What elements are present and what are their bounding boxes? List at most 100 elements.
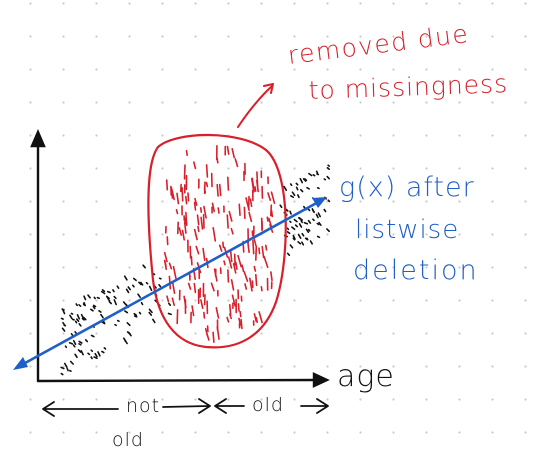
data-point <box>114 323 117 327</box>
data-point <box>316 187 320 190</box>
removed-point <box>253 313 258 323</box>
removed-point <box>251 178 255 193</box>
removed-point <box>181 229 185 241</box>
data-point <box>116 285 120 290</box>
data-point <box>92 304 97 308</box>
data-point <box>291 191 296 197</box>
data-point <box>123 275 128 281</box>
data-point <box>291 226 296 231</box>
data-point <box>312 174 316 177</box>
fit-label-line2: listwise <box>355 215 459 245</box>
removed-point <box>163 252 168 263</box>
removed-point <box>263 255 269 269</box>
data-point <box>297 241 302 245</box>
data-point <box>100 290 106 295</box>
removed-point <box>191 305 195 317</box>
removed-point <box>218 183 222 197</box>
removed-point <box>249 277 253 292</box>
data-point <box>90 334 95 338</box>
data-point <box>87 352 91 356</box>
data-point <box>138 311 142 315</box>
data-point <box>300 219 304 224</box>
removed-point <box>249 198 253 208</box>
removed-point <box>175 209 179 215</box>
range-label-not-old: old <box>112 429 144 451</box>
data-point <box>148 311 153 316</box>
removed-point <box>270 271 273 282</box>
removed-point <box>183 164 186 180</box>
removed-point <box>266 216 269 222</box>
removed-point <box>227 256 233 269</box>
removed-point <box>238 203 241 216</box>
removed-point <box>243 271 249 283</box>
data-point <box>69 369 72 373</box>
data-point <box>101 350 105 354</box>
data-point <box>297 216 301 220</box>
data-point <box>137 293 141 299</box>
data-point <box>71 318 75 321</box>
data-point <box>61 327 66 332</box>
data-point <box>74 353 78 359</box>
removed-point <box>181 187 184 202</box>
removed-point <box>200 216 204 230</box>
removed-point <box>223 260 226 266</box>
range-label-old: old <box>252 394 284 416</box>
removed-point <box>226 145 230 155</box>
removed-point <box>256 171 259 187</box>
data-point <box>311 209 315 213</box>
removed-point <box>193 201 197 211</box>
data-point <box>83 316 87 321</box>
data-point <box>75 303 78 307</box>
data-point <box>124 339 128 345</box>
data-point <box>138 281 142 286</box>
data-point <box>83 295 87 301</box>
data-point <box>295 182 299 186</box>
data-point <box>68 341 74 345</box>
fit-label-line1: g(x) after <box>339 172 475 203</box>
removed-point <box>216 183 219 197</box>
removed-point <box>195 245 200 255</box>
removed-point <box>176 192 180 205</box>
removed-pointer-arrow <box>237 83 274 128</box>
data-point <box>158 277 162 280</box>
removed-region-outline <box>147 133 287 349</box>
removed-point <box>260 285 263 292</box>
data-point <box>296 194 300 199</box>
data-point <box>69 360 74 365</box>
removed-point <box>164 260 167 271</box>
data-point <box>132 284 135 288</box>
removed-point <box>178 227 183 236</box>
data-point <box>318 221 322 226</box>
removed-point <box>269 204 273 217</box>
data-point <box>317 212 322 218</box>
data-point <box>78 323 82 327</box>
removed-point <box>193 228 198 241</box>
data-point <box>66 367 69 372</box>
removed-point <box>228 210 233 222</box>
data-point <box>312 218 315 222</box>
old-right-arrow <box>300 398 329 414</box>
data-point <box>112 289 115 293</box>
data-point <box>127 286 131 291</box>
removed-point <box>187 192 190 202</box>
removed-point <box>183 221 187 234</box>
removed-point <box>171 297 175 307</box>
data-point <box>60 366 65 370</box>
removed-point <box>199 207 203 213</box>
removed-point <box>212 331 215 344</box>
data-point <box>90 308 94 312</box>
data-point <box>142 264 146 269</box>
removed-point <box>234 158 239 168</box>
fit-line <box>15 198 323 370</box>
data-point <box>327 199 331 203</box>
removed-point <box>217 207 220 214</box>
removed-point <box>258 311 263 324</box>
data-point <box>303 221 309 225</box>
data-point <box>148 285 153 292</box>
removed-point <box>165 179 169 191</box>
old-left-arrow <box>214 398 245 414</box>
removed-point <box>185 195 188 205</box>
removed-point <box>238 317 242 326</box>
data-point <box>307 228 311 232</box>
removed-point <box>267 192 272 201</box>
